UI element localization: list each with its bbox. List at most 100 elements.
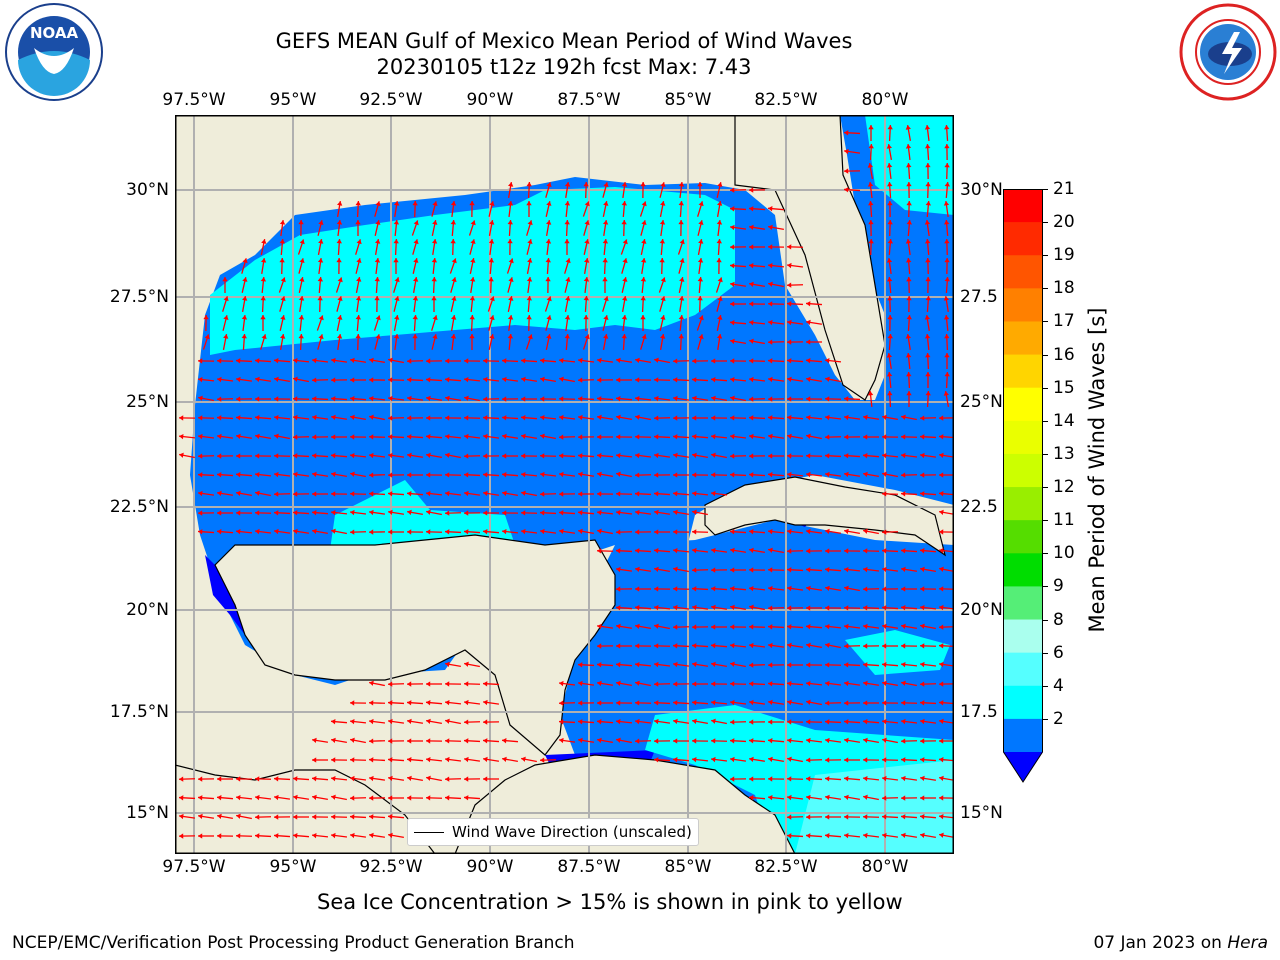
wave-direction-arrow [900,491,918,497]
colorbar-band [1003,619,1043,654]
wave-direction-arrow [749,244,765,250]
wave-direction-arrow [787,699,803,706]
wave-direction-arrow [463,472,481,478]
wave-direction-arrow [426,681,442,687]
wave-direction-arrow [273,510,291,516]
wave-direction-arrow [786,528,804,535]
wave-direction-arrow [748,567,766,573]
wave-direction-arrow [653,395,671,402]
colorbar-band [1003,487,1043,521]
wave-direction-arrow [406,434,424,440]
wave-direction-arrow [672,586,690,592]
wave-direction-arrow [786,794,804,801]
wave-direction-arrow [729,738,747,744]
wave-direction-arrow [653,604,671,611]
colorbar [1003,189,1043,783]
wave-direction-arrow [767,662,785,668]
wave-direction-arrow [368,529,386,535]
wave-direction-arrow [616,643,632,649]
wave-direction-arrow [545,334,552,350]
wave-direction-arrow [887,238,893,256]
wave-direction-arrow [881,566,899,573]
wave-direction-arrow [920,832,936,839]
wave-direction-arrow [905,238,912,256]
wave-direction-arrow [786,282,804,288]
wave-direction-arrow [843,662,861,668]
wave-direction-arrow [501,376,519,383]
wave-direction-arrow [691,472,709,478]
wave-direction-arrow [526,201,532,217]
wave-direction-arrow [843,776,861,782]
wave-direction-arrow [198,833,214,839]
wave-direction-arrow [197,376,215,383]
wave-direction-arrow [939,509,954,515]
wave-direction-arrow [539,358,557,364]
wave-direction-arrow [862,814,880,820]
wave-direction-arrow [388,529,404,535]
wave-direction-arrow [844,757,860,763]
wave-direction-arrow [368,377,386,383]
wave-direction-arrow [881,548,899,554]
wave-direction-arrow [653,643,671,649]
wave-direction-arrow [678,333,684,351]
wave-direction-arrow [387,472,405,478]
wave-direction-arrow [388,357,404,364]
wave-direction-arrow [748,376,766,383]
wave-direction-arrow [920,795,936,801]
wave-direction-arrow [925,295,931,313]
wave-direction-arrow [634,700,652,706]
lat-tick-right: 27.5 [960,287,998,307]
wave-direction-arrow [805,396,823,402]
wave-direction-arrow [863,471,879,478]
wave-direction-arrow [925,162,931,180]
wave-direction-arrow [311,377,329,383]
wave-direction-arrow [787,756,803,763]
wave-direction-arrow [449,258,457,274]
wave-direction-arrow [431,276,437,294]
wave-direction-arrow [254,833,272,839]
wave-direction-arrow [520,471,538,478]
wave-direction-arrow [520,376,538,383]
wave-direction-arrow [920,623,936,630]
wave-direction-arrow [767,206,785,212]
wave-direction-arrow [824,794,842,801]
wave-direction-arrow [635,357,651,364]
wave-direction-arrow [488,334,495,350]
wave-direction-arrow [944,238,950,256]
wave-direction-arrow [862,586,880,592]
lat-tick-right: 15°N [960,803,1003,823]
wave-direction-arrow [311,510,329,516]
wave-direction-arrow [691,567,709,573]
wave-direction-arrow [615,396,633,402]
wave-direction-arrow [293,376,309,383]
wave-direction-arrow [273,833,291,839]
wave-direction-arrow [355,220,361,236]
wave-direction-arrow [597,434,613,440]
wave-direction-arrow [767,433,785,440]
wave-direction-arrow [368,434,386,440]
wave-direction-arrow [216,376,234,383]
wave-direction-arrow [881,529,899,535]
wave-direction-arrow [900,814,918,820]
wave-direction-arrow [279,334,286,350]
wave-direction-arrow [786,776,804,782]
wave-direction-arrow [881,586,899,592]
wave-direction-arrow [881,434,899,440]
wave-direction-arrow [545,257,551,275]
wave-direction-arrow [886,257,893,275]
wave-direction-arrow [805,301,823,307]
wave-direction-arrow [696,315,704,331]
wave-direction-arrow [938,813,954,820]
wave-direction-arrow [539,396,557,402]
wave-direction-arrow [526,295,532,313]
wave-direction-arrow [616,737,632,744]
wave-direction-arrow [507,219,513,237]
wave-direction-arrow [203,314,209,332]
wave-direction-arrow [938,434,954,440]
wave-direction-arrow [653,377,671,383]
wave-direction-arrow [843,832,861,839]
wave-direction-arrow [482,433,500,440]
wave-direction-arrow [602,238,609,256]
wave-direction-arrow [444,415,462,421]
wave-direction-arrow [729,699,747,706]
